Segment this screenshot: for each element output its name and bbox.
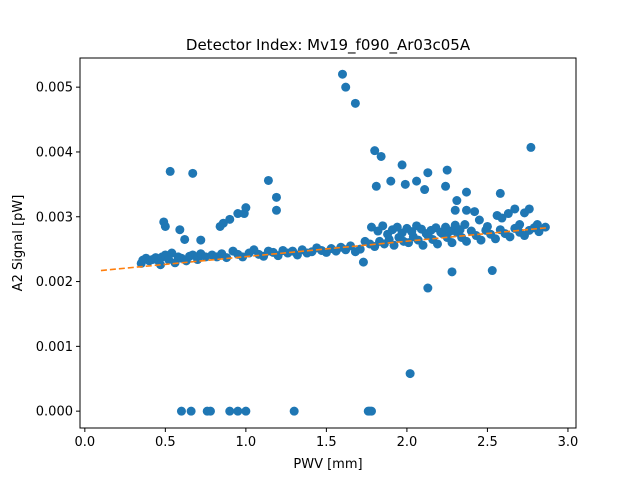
data-point [205,406,215,416]
data-point [400,179,410,189]
data-point [497,213,507,223]
y-tick-label: 0.005 [36,81,73,96]
data-point [461,187,471,197]
data-point [474,215,484,225]
data-point [540,222,550,232]
data-point [289,406,299,416]
data-point [490,234,500,244]
x-axis-label: PWV [mm] [293,457,362,472]
x-tick-label: 3.0 [558,435,579,450]
data-point [418,240,428,250]
x-tick-label: 0.5 [155,435,176,450]
x-tick-label: 1.5 [316,435,337,450]
data-point [420,185,430,195]
data-point [358,257,368,267]
y-tick-label: 0.004 [36,145,73,160]
data-point [510,204,520,214]
data-point [241,203,251,213]
data-point [186,406,196,416]
data-point [470,207,480,217]
data-point [271,205,281,215]
data-point [376,151,386,161]
chart-title: Detector Index: Mv19_f090_Ar03c05A [186,36,471,55]
data-points [136,69,550,416]
data-point [175,225,185,235]
data-point [337,69,347,79]
data-point [442,165,452,175]
x-tick-label: 0.0 [74,435,95,450]
data-point [355,244,365,254]
data-point [526,142,536,152]
y-tick-label: 0.001 [36,340,73,355]
x-tick-label: 2.0 [397,435,418,450]
data-point [476,235,486,245]
data-point [196,235,206,245]
data-point [495,188,505,198]
data-point [405,369,415,379]
data-point [524,204,534,214]
fit-line [100,226,548,272]
data-point [447,267,457,277]
data-point [461,236,471,246]
data-point [271,192,281,202]
x-axis-ticks: 0.0 0.5 1.0 1.5 2.0 2.5 3.0 [74,428,578,450]
y-tick-label: 0.003 [36,210,73,225]
data-point [218,218,228,228]
data-point [447,238,457,248]
data-point [233,406,243,416]
data-point [341,82,351,92]
x-tick-label: 1.0 [236,435,257,450]
data-point [433,239,443,249]
data-point [225,214,235,224]
y-axis-ticks: 0.000 0.001 0.002 0.003 0.004 0.005 [36,81,80,420]
data-point [241,406,251,416]
data-point [460,220,470,230]
data-point [225,406,235,416]
data-point [461,205,471,215]
fit-line-layer [100,226,548,272]
axes [79,57,577,429]
data-point [505,232,515,242]
x-tick-label: 2.5 [477,435,498,450]
y-axis-label: A2 Signal [pW] [11,195,26,292]
data-point [180,234,190,244]
data-point [222,253,232,263]
y-tick-label: 0.002 [36,275,73,290]
data-point [370,146,380,156]
data-point [450,205,460,215]
data-point [350,98,360,108]
data-point [160,221,170,231]
data-point [503,209,513,219]
data-point [452,196,462,206]
data-point [423,168,433,178]
data-point [423,283,433,293]
data-point [176,406,186,416]
data-point [165,166,175,176]
y-tick-label: 0.000 [36,405,73,420]
data-point [441,181,451,191]
plot-frame [79,57,577,429]
data-point [263,175,273,185]
data-point [487,266,497,276]
data-point [188,168,198,178]
data-point [371,181,381,191]
data-point [366,406,376,416]
data-point [378,221,388,231]
data-point [397,160,407,170]
data-point [386,176,396,186]
data-point [412,176,422,186]
data-point [233,209,243,219]
